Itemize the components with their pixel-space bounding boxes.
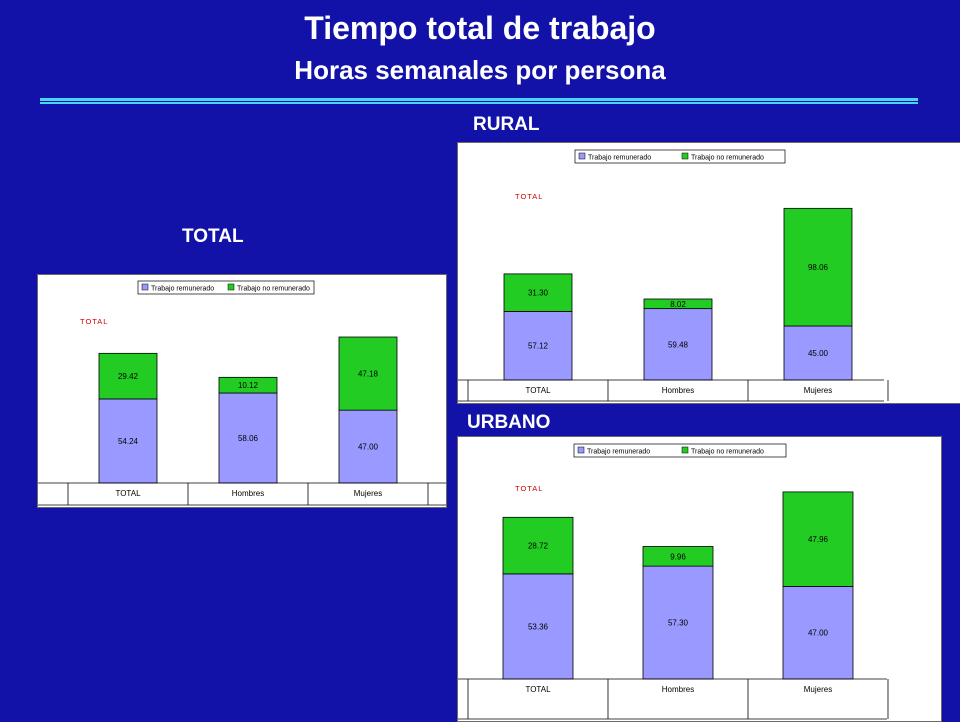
rural-legend-label-0: Trabajo remunerado — [588, 155, 651, 162]
total-data-label-1-2: 47.18 — [358, 370, 379, 379]
urbano-legend-label-1: Trabajo no remunerado — [691, 449, 764, 456]
urbano-data-label-1-2: 47.96 — [808, 535, 829, 544]
chart-rural-svg: Trabajo remunerado Trabajo no remuneradoT… — [458, 149, 889, 402]
total-bar-no-remunerado-1 — [218, 376, 278, 394]
chart-urbano-svg: Trabajo remunerado Trabajo no remuneradoT… — [458, 443, 889, 720]
title-divider — [40, 98, 918, 101]
urbano-bar-no-remunerado-0 — [502, 516, 574, 575]
slide-subtitle: Horas semanales por persona — [294, 55, 666, 85]
total-data-label-0-0: 54.24 — [118, 437, 139, 446]
urbano-bar-no-remunerado-1 — [642, 546, 714, 567]
chart-total-svg: Trabajo remunerado Trabajo no remuneradoT… — [38, 280, 446, 506]
rural-legend-label-1: Trabajo no remunerado — [691, 155, 764, 162]
urbano-bar-remunerado-0 — [502, 573, 574, 680]
total-data-label-1-1: 10.12 — [238, 381, 259, 390]
total-legend: Trabajo remunerado Trabajo no remunerado — [137, 280, 315, 295]
rural-bar-no-remunerado-1 — [643, 298, 713, 310]
urbano-legend-swatch-1 — [681, 446, 689, 454]
rural-data-label-0-0: 57.12 — [528, 342, 549, 351]
rural-data-label-1-0: 31.30 — [528, 289, 549, 298]
urbano-data-label-0-0: 53.36 — [528, 622, 549, 631]
total-bar-no-remunerado-0 — [98, 352, 158, 400]
rural-bar-no-remunerado-2 — [783, 207, 853, 327]
section-label-rural: RURAL — [473, 114, 540, 135]
urbano-bar-no-remunerado-2 — [782, 491, 854, 587]
rural-tick-label-1: Hombres — [662, 386, 694, 395]
urbano-legend: Trabajo remunerado Trabajo no remunerado — [573, 443, 787, 458]
urbano-inner-title: TOTAL — [515, 484, 543, 493]
urbano-bar-remunerado-2 — [782, 586, 854, 680]
urbano-data-label-1-0: 28.72 — [528, 542, 549, 551]
chart-total: Trabajo remunerado Trabajo no remunerado T… — [37, 274, 447, 508]
urbano-tick-label-0: TOTAL — [525, 685, 551, 694]
rural-bar-remunerado-2 — [783, 325, 853, 381]
rural-inner-title: TOTAL — [515, 192, 543, 201]
total-inner-title: TOTAL — [80, 317, 108, 326]
urbano-data-label-0-2: 47.00 — [808, 629, 829, 638]
rural-data-label-1-2: 98.06 — [808, 263, 829, 272]
chart-rural: Trabajo remunerado Trabajo no remunerado T… — [457, 142, 960, 404]
total-data-label-1-0: 29.42 — [118, 372, 139, 381]
total-tick-label-2: Mujeres — [354, 489, 382, 498]
rural-legend-swatch-1 — [681, 152, 689, 160]
total-legend-swatch-0 — [141, 283, 149, 291]
total-legend-swatch-1 — [227, 283, 235, 291]
rural-tick-label-0: TOTAL — [525, 386, 551, 395]
total-data-label-0-2: 47.00 — [358, 443, 379, 452]
urbano-data-label-0-1: 57.30 — [668, 619, 689, 628]
total-legend-label-1: Trabajo no remunerado — [237, 286, 310, 293]
title-divider-secondary — [40, 102, 918, 104]
urbano-tick-label-1: Hombres — [662, 685, 694, 694]
urbano-tick-label-2: Mujeres — [804, 685, 832, 694]
urbano-legend-label-0: Trabajo remunerado — [587, 449, 650, 456]
rural-legend: Trabajo remunerado Trabajo no remunerado — [574, 149, 786, 164]
section-label-urbano: URBANO — [467, 412, 551, 433]
total-data-label-0-1: 58.06 — [238, 434, 259, 443]
rural-data-label-1-1: 8.02 — [670, 300, 686, 309]
total-bar-remunerado-1 — [218, 392, 278, 484]
rural-data-label-0-1: 59.48 — [668, 340, 689, 349]
slide-title: Tiempo total de trabajo — [304, 10, 656, 46]
urbano-bar-remunerado-1 — [642, 565, 714, 680]
total-tick-label-0: TOTAL — [115, 489, 141, 498]
rural-bar-remunerado-1 — [643, 308, 713, 381]
total-bar-no-remunerado-2 — [338, 336, 398, 411]
rural-tick-label-2: Mujeres — [804, 386, 832, 395]
total-legend-label-0: Trabajo remunerado — [151, 286, 214, 293]
total-tick-label-1: Hombres — [232, 489, 264, 498]
rural-legend-swatch-0 — [578, 152, 586, 160]
urbano-data-label-1-1: 9.96 — [670, 552, 686, 561]
total-bar-remunerado-0 — [98, 398, 158, 484]
chart-urbano: Trabajo remunerado Trabajo no remunerado T… — [457, 436, 942, 722]
rural-data-label-0-2: 45.00 — [808, 349, 829, 358]
section-label-total: TOTAL — [182, 226, 244, 247]
urbano-legend-swatch-0 — [577, 446, 585, 454]
rural-bar-no-remunerado-0 — [503, 273, 573, 312]
